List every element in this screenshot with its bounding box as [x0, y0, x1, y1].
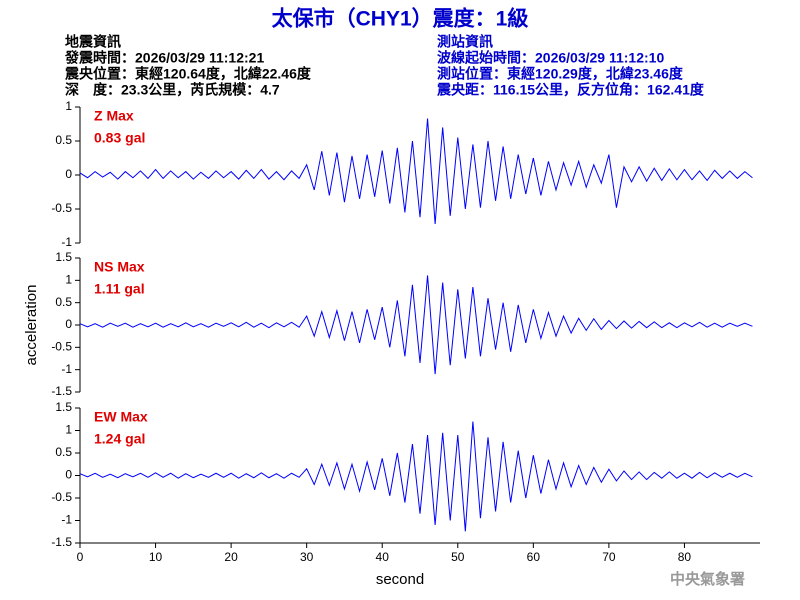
y-axis-label: acceleration — [23, 285, 40, 366]
y-tick-label: 1 — [65, 99, 72, 113]
x-tick-label: 80 — [678, 550, 692, 564]
y-tick-label: 0 — [65, 317, 72, 331]
y-tick-label: -0.5 — [51, 340, 72, 354]
info-right: 波線起始時間：2026/03/29 11:12:10 — [437, 50, 664, 66]
info-right: 測站資訊 — [437, 34, 493, 50]
info-left: 地震資訊 — [65, 34, 121, 50]
waveform — [79, 421, 753, 532]
y-tick-label: 1.5 — [55, 250, 72, 264]
x-tick-label: 0 — [77, 550, 84, 564]
x-axis-label: second — [376, 571, 424, 588]
annotation: NS Max — [94, 259, 145, 275]
y-tick-label: -1.5 — [51, 535, 72, 549]
title: 太保市（CHY1）震度：1級 — [272, 7, 529, 31]
annotation: Z Max — [94, 108, 134, 124]
y-tick-label: -1 — [61, 362, 72, 376]
y-tick-label: -1.5 — [51, 384, 72, 398]
x-tick-label: 30 — [300, 550, 314, 564]
y-tick-label: -1 — [61, 235, 72, 249]
waveform — [79, 118, 753, 224]
y-tick-label: -1 — [61, 513, 72, 527]
y-tick-label: 0 — [65, 167, 72, 181]
y-tick-label: 1 — [65, 423, 72, 437]
y-tick-label: -0.5 — [51, 490, 72, 504]
info-right: 震央距：116.15公里，反方位角：162.41度 — [436, 82, 705, 98]
x-tick-label: 70 — [602, 550, 616, 564]
x-tick-label: 10 — [149, 550, 163, 564]
info-left: 深 度：23.3公里，芮氏規模：4.7 — [65, 82, 280, 98]
annotation: 1.24 gal — [94, 431, 145, 447]
y-tick-label: 0.5 — [55, 445, 72, 459]
waveform — [79, 275, 753, 375]
y-tick-label: 0.5 — [55, 133, 72, 147]
y-tick-label: 0 — [65, 468, 72, 482]
x-tick-label: 60 — [527, 550, 541, 564]
y-tick-label: 1.5 — [55, 400, 72, 414]
y-tick-label: -0.5 — [51, 201, 72, 215]
info-left: 震央位置：東經120.64度，北緯22.46度 — [64, 66, 312, 82]
x-tick-label: 40 — [376, 550, 390, 564]
x-tick-label: 20 — [224, 550, 238, 564]
info-right: 測站位置：東經120.29度，北緯23.46度 — [437, 66, 684, 82]
footer: 中央氣象署 — [670, 570, 745, 588]
y-tick-label: 1 — [65, 273, 72, 287]
x-tick-label: 50 — [451, 550, 465, 564]
y-tick-label: 0.5 — [55, 295, 72, 309]
info-left: 發震時間：2026/03/29 11:12:21 — [64, 50, 264, 66]
annotation: EW Max — [94, 409, 148, 425]
annotation: 0.83 gal — [94, 130, 145, 146]
annotation: 1.11 gal — [94, 281, 145, 297]
